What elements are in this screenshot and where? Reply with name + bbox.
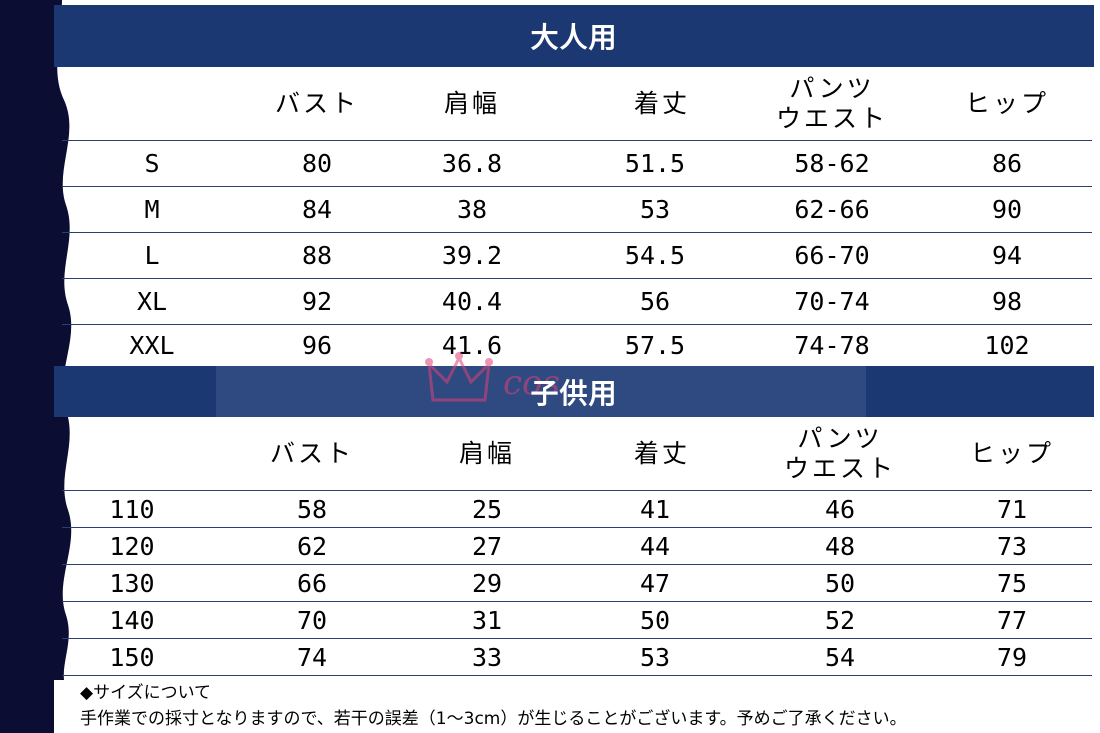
child-header-row: バスト 肩幅 着丈 パンツ ウエスト ヒップ [62, 417, 1092, 491]
shoulder-value: 39.2 [441, 241, 503, 270]
bust-value: 62 [296, 531, 328, 561]
header-bust: バスト [269, 438, 354, 468]
child-section-title: 子供用 [530, 376, 618, 410]
header-pants: パンツ [797, 423, 883, 453]
adult-section-title: 大人用 [530, 21, 618, 54]
table-row: S 80 36.8 51.5 58-62 86 [62, 141, 1092, 187]
size-label: L [144, 241, 160, 270]
shoulder-value: 33 [471, 642, 503, 672]
table-row: XL 92 40.4 56 70-74 98 [62, 279, 1092, 325]
size-label: 110 [109, 494, 155, 524]
length-value: 54.5 [624, 241, 686, 270]
hip-value: 77 [996, 605, 1028, 635]
length-value: 47 [639, 568, 671, 598]
hip-value: 71 [996, 494, 1028, 524]
bust-value: 96 [301, 330, 333, 360]
waist-value: 66-70 [794, 241, 870, 270]
shoulder-value: 40.4 [441, 287, 503, 316]
length-value: 53 [639, 642, 671, 672]
size-label: M [144, 195, 160, 224]
length-value: 44 [639, 531, 671, 561]
size-label: XL [136, 287, 168, 316]
adult-section-header: 大人用 [54, 5, 1094, 67]
table-row: 120 62 27 44 48 73 [62, 528, 1092, 565]
size-label: 120 [109, 531, 155, 561]
bust-value: 70 [296, 605, 328, 635]
hip-value: 98 [991, 287, 1023, 316]
hip-value: 79 [996, 642, 1028, 672]
hip-value: 86 [991, 149, 1023, 178]
header-hip: ヒップ [964, 88, 1049, 118]
shoulder-value: 41.6 [441, 330, 503, 360]
header-pants-waist: パンツ ウエスト [760, 417, 920, 490]
waist-value: 70-74 [794, 287, 870, 316]
length-value: 41 [639, 494, 671, 524]
waist-value: 52 [824, 605, 856, 635]
header-waist: ウエスト [775, 103, 888, 133]
hip-value: 75 [996, 568, 1028, 598]
size-note-text: 手作業での採寸となりますので、若干の誤差（1～3cm）が生じることがございます。… [80, 709, 907, 729]
waist-value: 54 [824, 642, 856, 672]
table-row: XXL 96 41.6 57.5 74-78 102 [62, 325, 1092, 365]
table-row: 150 74 33 53 54 79 [62, 639, 1092, 676]
size-label: 150 [109, 642, 155, 672]
bust-value: 66 [296, 568, 328, 598]
waist-value: 74-78 [794, 330, 870, 360]
length-value: 53 [639, 195, 671, 224]
table-row: L 88 39.2 54.5 66-70 94 [62, 233, 1092, 279]
hip-value: 94 [991, 241, 1023, 270]
waist-value: 46 [824, 494, 856, 524]
header-shoulder: 肩幅 [443, 88, 500, 118]
table-row: 130 66 29 47 50 75 [62, 565, 1092, 602]
length-value: 57.5 [624, 330, 686, 360]
length-value: 50 [639, 605, 671, 635]
waist-value: 62-66 [794, 195, 870, 224]
size-label: XXL [129, 330, 175, 360]
size-note-heading: ◆サイズについて [80, 683, 212, 703]
bust-value: 74 [296, 642, 328, 672]
size-label: S [144, 149, 160, 178]
header-waist: ウエスト [783, 453, 896, 483]
bust-value: 92 [301, 287, 333, 316]
table-row: M 84 38 53 62-66 90 [62, 187, 1092, 233]
bust-value: 84 [301, 195, 333, 224]
header-length: 着丈 [633, 438, 690, 468]
wave-edge-decoration [54, 0, 72, 680]
bust-value: 80 [301, 149, 333, 178]
waist-value: 50 [824, 568, 856, 598]
length-value: 56 [639, 287, 671, 316]
waist-value: 48 [824, 531, 856, 561]
waist-value: 58-62 [794, 149, 870, 178]
header-pants: パンツ [789, 73, 875, 103]
table-row: 110 58 25 41 46 71 [62, 491, 1092, 528]
shoulder-value: 38 [456, 195, 488, 224]
shoulder-value: 27 [471, 531, 503, 561]
shoulder-value: 36.8 [441, 149, 503, 178]
header-pants-waist: パンツ ウエスト [752, 67, 912, 140]
shoulder-value: 29 [471, 568, 503, 598]
child-band-highlight [216, 366, 866, 417]
header-bust: バスト [274, 88, 359, 118]
bust-value: 58 [296, 494, 328, 524]
header-length: 着丈 [633, 88, 690, 118]
size-label: 140 [109, 605, 155, 635]
left-dark-band [0, 0, 62, 733]
header-shoulder: 肩幅 [458, 438, 515, 468]
hip-value: 102 [984, 330, 1030, 360]
adult-header-row: バスト 肩幅 着丈 パンツ ウエスト ヒップ [62, 67, 1092, 141]
bust-value: 88 [301, 241, 333, 270]
size-label: 130 [109, 568, 155, 598]
header-hip: ヒップ [969, 438, 1054, 468]
shoulder-value: 31 [471, 605, 503, 635]
child-section-header: 子供用 [54, 366, 1094, 417]
shoulder-value: 25 [471, 494, 503, 524]
hip-value: 90 [991, 195, 1023, 224]
table-row: 140 70 31 50 52 77 [62, 602, 1092, 639]
length-value: 51.5 [624, 149, 686, 178]
hip-value: 73 [996, 531, 1028, 561]
